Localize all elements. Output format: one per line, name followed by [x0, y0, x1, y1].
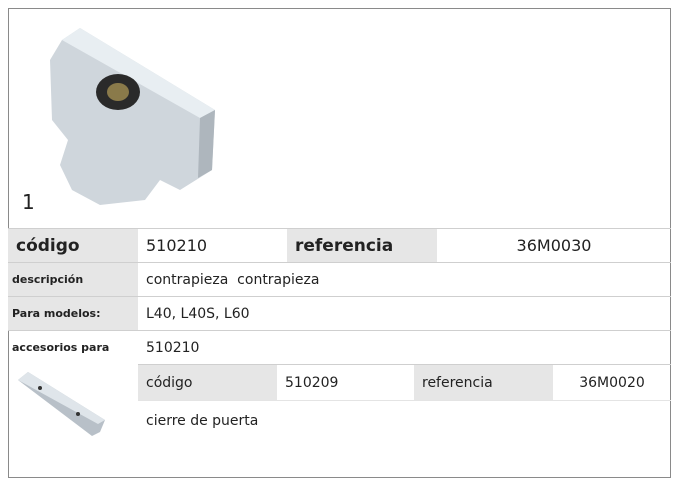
label: código	[138, 364, 277, 400]
label: descripción	[8, 262, 138, 296]
label: referencia	[287, 228, 437, 262]
value: 36M0020	[553, 364, 671, 400]
value: L40, L40S, L60	[138, 296, 671, 330]
label: referencia	[414, 364, 553, 400]
value: 510210	[138, 330, 671, 364]
value[interactable]: 510209	[277, 364, 414, 400]
label: Para modelos:	[8, 296, 138, 330]
page: 1 código 510210 referencia 36M0030 descr…	[8, 8, 671, 478]
label: código	[8, 228, 138, 262]
label: accesorios para	[8, 330, 138, 364]
product-image	[50, 28, 215, 205]
description: cierre de puerta	[138, 400, 671, 440]
images	[18, 28, 215, 436]
value: 36M0030	[437, 228, 671, 262]
item-number: 1	[22, 190, 35, 214]
accessory-image	[18, 372, 105, 436]
value: contrapieza contrapieza	[138, 262, 671, 296]
value: 510210	[138, 228, 287, 262]
